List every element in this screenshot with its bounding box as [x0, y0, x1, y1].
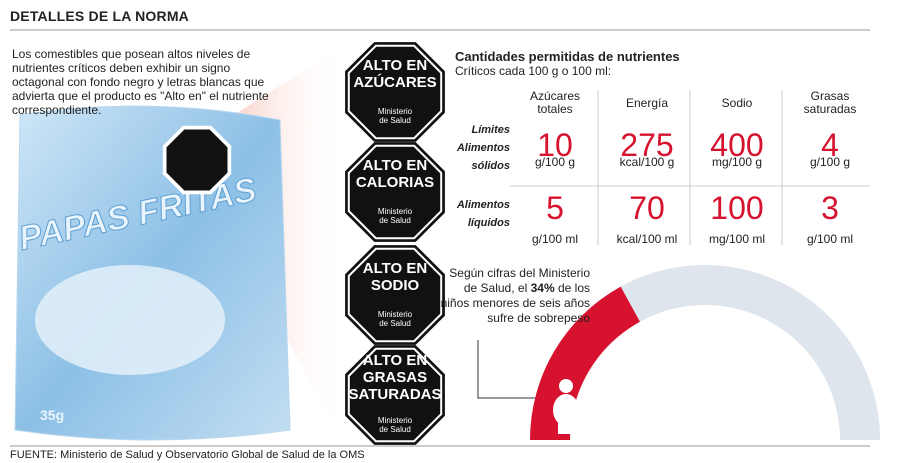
value: 100 — [710, 190, 764, 226]
value: 3 — [821, 190, 839, 226]
badge — [347, 44, 443, 140]
badge-text: ALTO EN — [363, 260, 427, 277]
badge-ministry: Ministerio — [378, 207, 413, 216]
gauge-rest — [620, 265, 880, 440]
chips-illustration — [35, 265, 225, 375]
value: 275 — [620, 127, 674, 163]
column-header: Grasas saturadas — [785, 90, 875, 116]
column-header: Energía — [602, 97, 692, 110]
text: saturadas — [803, 102, 857, 116]
weight: 35g — [40, 407, 64, 423]
value: 4 — [821, 127, 839, 163]
badge-ministry: de Salud — [379, 319, 411, 328]
unit: mg/100 g — [711, 155, 763, 169]
text: de los niños menores de seis años sufre … — [440, 281, 590, 325]
unit: g/100 g — [534, 155, 576, 169]
source: FUENTE: Ministerio de Salud y Observator… — [10, 449, 365, 461]
value: 5 — [546, 190, 564, 226]
row-label: líquidos — [467, 217, 510, 229]
text: Grasas — [810, 89, 850, 103]
text: Sodio — [721, 96, 753, 110]
text: Según cifras del Ministerio de Salud, el — [449, 266, 590, 295]
value: 10 — [537, 127, 573, 163]
column-header: Sodio — [692, 97, 782, 110]
value: 70 — [629, 190, 665, 226]
badge-text: ALTO EN — [363, 352, 427, 369]
text: totales — [537, 102, 573, 116]
unit: g/100 g — [809, 155, 851, 169]
badge-text: ALTO EN — [363, 57, 427, 74]
badge-ministry: de Salud — [379, 216, 411, 225]
badge-ministry: Ministerio — [378, 107, 413, 116]
child-icon — [558, 420, 574, 434]
intro: Los comestibles que posean altos niveles… — [12, 47, 269, 117]
table-subtitle: Críticos cada 100 g o 100 ml: — [455, 64, 612, 78]
unit: g/100 ml — [806, 232, 854, 246]
table-title: Cantidades permitidas de nutrientes — [455, 49, 680, 64]
unit: kcal/100 ml — [616, 232, 678, 246]
octagon-seal — [166, 129, 228, 191]
row-label: Alimentos — [456, 199, 510, 211]
column-header: Azúcares totales — [510, 90, 600, 116]
text: Energía — [625, 96, 669, 110]
badge — [347, 347, 443, 443]
child-icon — [559, 379, 573, 393]
unit: g/100 ml — [531, 232, 579, 246]
row-label: sólidos — [471, 160, 510, 172]
unit: kcal/100 g — [619, 155, 675, 169]
badge — [347, 247, 443, 343]
badge-text: ALTO EN — [363, 157, 427, 174]
row-label: Límites — [471, 124, 510, 136]
badge-text: CALORIAS — [356, 174, 434, 191]
value-label: 34% — [530, 281, 555, 295]
gauge-text: Según cifras del Ministerio de Salud, el… — [440, 266, 590, 326]
badge-text: GRASAS — [363, 369, 427, 386]
unit: mg/100 ml — [708, 232, 766, 246]
text: Azúcares — [529, 89, 581, 103]
badge-ministry: de Salud — [379, 425, 411, 434]
title: DETALLES DE LA NORMA — [10, 8, 189, 24]
badge-text: SODIO — [371, 277, 420, 294]
value: 400 — [710, 127, 764, 163]
badge-text: SATURADAS — [348, 386, 441, 403]
badge-ministry: de Salud — [379, 116, 411, 125]
callout-line — [477, 340, 548, 399]
badge-text: AZÚCARES — [353, 73, 436, 91]
badge — [347, 144, 443, 240]
badge-ministry: Ministerio — [378, 416, 413, 425]
row-label: Alimentos — [456, 142, 510, 154]
child-icon — [553, 394, 579, 426]
badge-ministry: Ministerio — [378, 310, 413, 319]
